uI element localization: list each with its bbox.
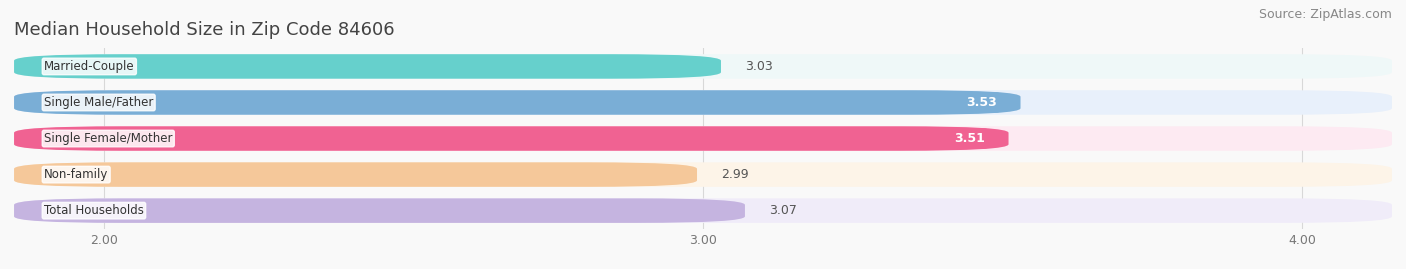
Text: Total Households: Total Households bbox=[44, 204, 143, 217]
FancyBboxPatch shape bbox=[14, 198, 1392, 223]
FancyBboxPatch shape bbox=[14, 126, 1008, 151]
FancyBboxPatch shape bbox=[14, 126, 1392, 151]
Text: Median Household Size in Zip Code 84606: Median Household Size in Zip Code 84606 bbox=[14, 20, 395, 38]
Text: Source: ZipAtlas.com: Source: ZipAtlas.com bbox=[1258, 8, 1392, 21]
Text: Married-Couple: Married-Couple bbox=[44, 60, 135, 73]
Text: 3.03: 3.03 bbox=[745, 60, 773, 73]
FancyBboxPatch shape bbox=[14, 54, 721, 79]
FancyBboxPatch shape bbox=[14, 90, 1021, 115]
Text: 3.53: 3.53 bbox=[966, 96, 997, 109]
Text: Single Female/Mother: Single Female/Mother bbox=[44, 132, 173, 145]
Text: Non-family: Non-family bbox=[44, 168, 108, 181]
Text: 3.07: 3.07 bbox=[769, 204, 797, 217]
FancyBboxPatch shape bbox=[14, 90, 1392, 115]
FancyBboxPatch shape bbox=[14, 54, 1392, 79]
FancyBboxPatch shape bbox=[14, 162, 697, 187]
FancyBboxPatch shape bbox=[14, 162, 1392, 187]
Text: 3.51: 3.51 bbox=[953, 132, 984, 145]
Text: Single Male/Father: Single Male/Father bbox=[44, 96, 153, 109]
Text: 2.99: 2.99 bbox=[721, 168, 748, 181]
FancyBboxPatch shape bbox=[14, 198, 745, 223]
